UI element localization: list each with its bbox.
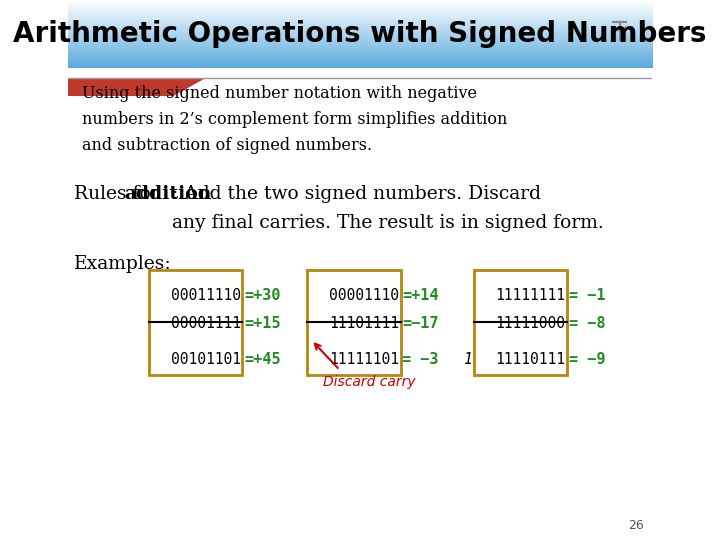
Text: = −8: = −8	[569, 316, 605, 331]
Text: =+15: =+15	[244, 316, 280, 331]
Text: = −3: = −3	[402, 352, 438, 367]
Text: = −1: = −1	[569, 288, 605, 303]
Text: addition: addition	[125, 185, 212, 203]
Text: 26: 26	[629, 519, 644, 532]
Text: Examples:: Examples:	[74, 255, 172, 273]
Text: 00011110: 00011110	[171, 288, 240, 303]
Text: Arithmetic Operations with Signed Numbers: Arithmetic Operations with Signed Number…	[13, 20, 707, 48]
Text: 00001111: 00001111	[171, 316, 240, 331]
Polygon shape	[68, 78, 206, 96]
Text: 00101101: 00101101	[171, 352, 240, 367]
Text: 11111000: 11111000	[495, 316, 565, 331]
Text: : Add the two signed numbers. Discard
any final carries. The result is in signed: : Add the two signed numbers. Discard an…	[171, 185, 603, 232]
Text: 1: 1	[463, 352, 472, 367]
Text: =+45: =+45	[244, 352, 280, 367]
Text: 11110111: 11110111	[495, 352, 565, 367]
Text: =−17: =−17	[402, 316, 438, 331]
Text: Discard carry: Discard carry	[323, 375, 416, 389]
Text: =+14: =+14	[402, 288, 438, 303]
Text: = −9: = −9	[569, 352, 605, 367]
Text: Rules for: Rules for	[74, 185, 166, 203]
Text: Using the signed number notation with negative
numbers in 2’s complement form si: Using the signed number notation with ne…	[82, 85, 508, 154]
Text: 00001110: 00001110	[329, 288, 399, 303]
Text: 11111101: 11111101	[329, 352, 399, 367]
Text: =+30: =+30	[244, 288, 280, 303]
Text: 11101111: 11101111	[329, 316, 399, 331]
Text: 11111111: 11111111	[495, 288, 565, 303]
